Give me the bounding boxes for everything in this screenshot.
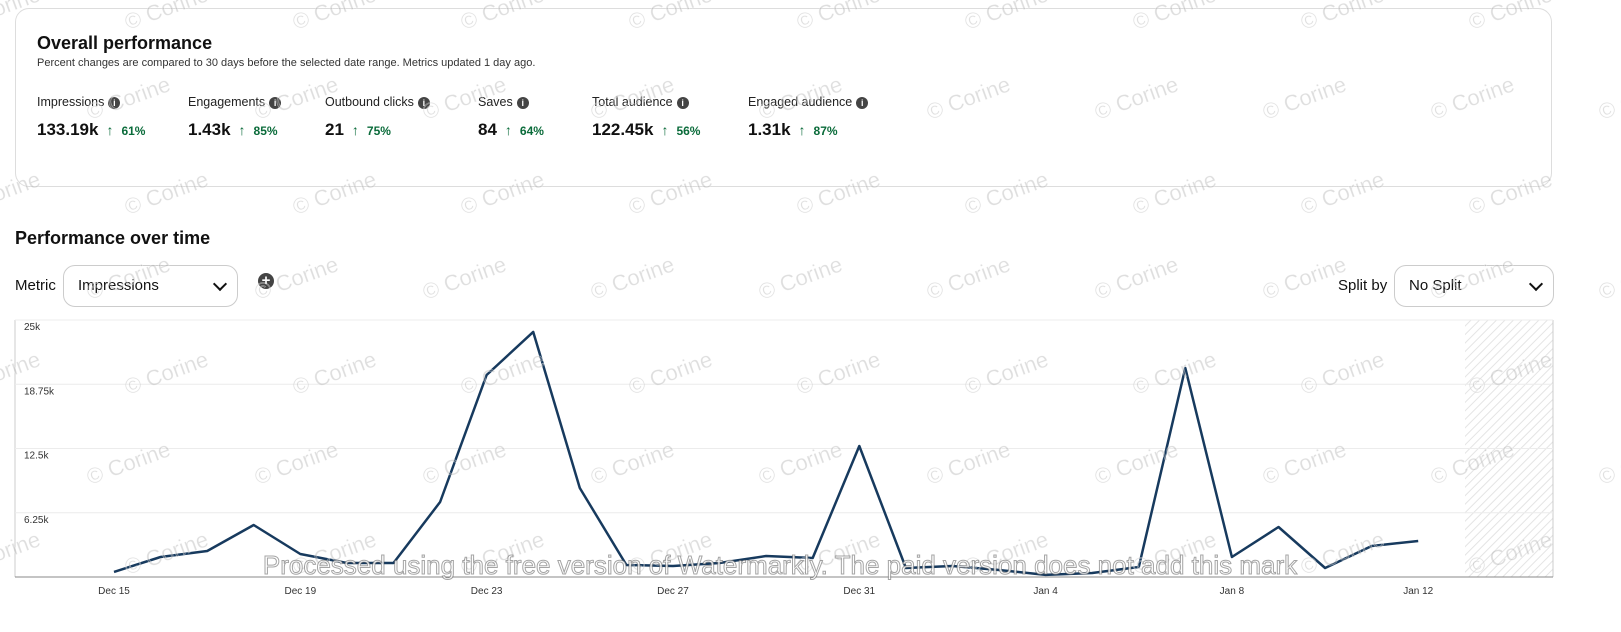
- metric-name: Engagements: [188, 95, 266, 109]
- metric-change: 85%: [253, 124, 278, 138]
- metric-dropdown[interactable]: Impressions: [63, 265, 238, 307]
- metric-number: 84: [478, 120, 497, 139]
- metric-label: Saves i: [478, 95, 529, 109]
- line: [113, 330, 1419, 577]
- x-tick-label: Dec 27: [657, 586, 689, 597]
- up-arrow: ↑: [106, 122, 114, 138]
- split-value: No Split: [1409, 277, 1462, 294]
- up-arrow: ↑: [798, 122, 806, 138]
- metric-name: Total audience: [592, 95, 673, 109]
- metric-name: Saves: [478, 95, 513, 109]
- info-icon[interactable]: i: [516, 97, 529, 109]
- metric-name: Impressions: [37, 95, 105, 109]
- metric-label: Impressions i: [37, 95, 121, 109]
- metric-value: 84 ↑ 64%: [478, 120, 544, 140]
- metric-number: 133.19k: [37, 120, 99, 139]
- x-tick-label: Dec 19: [284, 586, 316, 597]
- y-tick-label: 18.75k: [24, 386, 55, 397]
- metric-value: 21 ↑ 75%: [325, 120, 391, 140]
- metric-label: Engaged audience i: [748, 95, 869, 109]
- metric-value: 1.43k ↑ 85%: [188, 120, 278, 140]
- metric-value: 1.31k ↑ 87%: [748, 120, 838, 140]
- metric-change: 56%: [676, 124, 701, 138]
- info-icon[interactable]: i: [108, 97, 121, 109]
- x-tick-label: Dec 15: [98, 586, 130, 597]
- card-subtitle: Percent changes are compared to 30 days …: [37, 57, 536, 69]
- split-dropdown[interactable]: No Split: [1394, 265, 1554, 307]
- metric-value: 133.19k ↑ 61%: [37, 120, 145, 140]
- info-icon[interactable]: i: [269, 97, 282, 109]
- metric-label: Metric: [15, 277, 56, 294]
- x-tick-label: Dec 23: [471, 586, 503, 597]
- metric-number: 1.43k: [188, 120, 231, 139]
- split-label: Split by: [1338, 277, 1388, 294]
- x-tick-label: Jan 4: [1033, 586, 1058, 597]
- up-arrow: ↑: [238, 122, 246, 138]
- metric-name: Engaged audience: [748, 95, 853, 109]
- metric-change: 61%: [121, 124, 146, 138]
- metric-change: 75%: [366, 124, 391, 138]
- section-title: Performance over time: [15, 228, 211, 248]
- metric-number: 21: [325, 120, 344, 139]
- up-arrow: ↑: [504, 122, 512, 138]
- up-arrow: ↑: [351, 122, 359, 138]
- metric-change: 87%: [813, 124, 838, 138]
- metric-change: 64%: [519, 124, 544, 138]
- overview-card: [15, 8, 1552, 187]
- y-tick-label: 6.25k: [24, 515, 49, 526]
- info-icon[interactable]: i: [676, 97, 689, 109]
- metric-label: Outbound clicks i: [325, 95, 430, 109]
- info-icon[interactable]: i: [856, 97, 869, 109]
- y-tick-label: 25k: [24, 322, 41, 333]
- metric-name: Outbound clicks: [325, 95, 414, 109]
- metric-value: 122.45k ↑ 56%: [592, 120, 700, 140]
- info-icon[interactable]: i: [417, 97, 430, 109]
- y-tick-label: 12.5k: [24, 451, 49, 462]
- metric-label: Engagements i: [188, 95, 282, 109]
- metric-number: 122.45k: [592, 120, 654, 139]
- x-tick-label: Jan 12: [1403, 586, 1433, 597]
- metric-value: Impressions: [78, 277, 159, 294]
- card-title: Overall performance: [37, 33, 213, 53]
- x-tick-label: Jan 8: [1220, 586, 1245, 597]
- add-metric[interactable]: +: [258, 273, 274, 289]
- metric-number: 1.31k: [748, 120, 791, 139]
- x-tick-label: Dec 31: [843, 586, 875, 597]
- up-arrow: ↑: [661, 122, 669, 138]
- metric-label: Total audience i: [592, 95, 689, 109]
